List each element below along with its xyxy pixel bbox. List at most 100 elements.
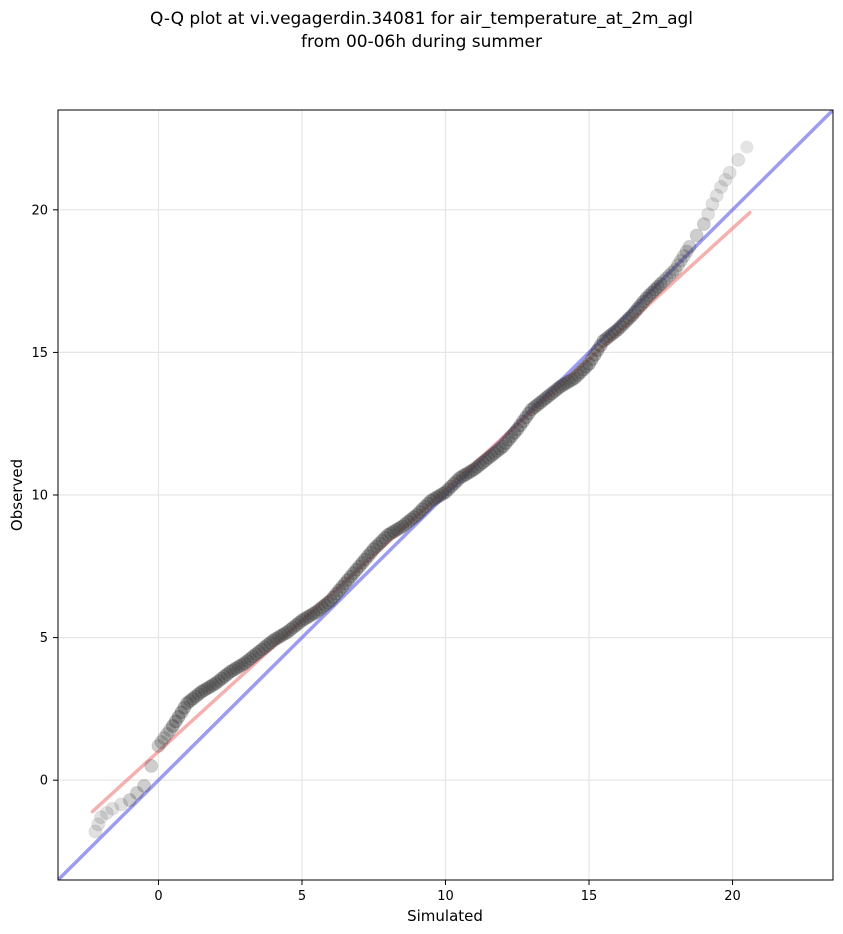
data-point [576, 362, 591, 377]
data-point [194, 684, 209, 699]
data-point [343, 569, 358, 584]
data-point [214, 671, 229, 686]
data-point [211, 673, 226, 688]
data-point [429, 490, 444, 505]
data-point [633, 298, 648, 313]
data-point [475, 455, 490, 470]
data-point [533, 395, 548, 410]
data-point [659, 271, 674, 286]
x-tick-label: 0 [154, 889, 162, 904]
data-point [495, 439, 510, 454]
data-point [263, 635, 278, 650]
data-point [372, 536, 387, 551]
y-tick-label: 0 [40, 774, 48, 789]
data-point [630, 301, 645, 316]
data-point [249, 647, 264, 662]
data-point [467, 462, 482, 477]
data-point [604, 327, 619, 342]
data-point [392, 521, 407, 536]
data-point [294, 613, 309, 628]
data-point [300, 610, 315, 625]
data-point [602, 329, 617, 344]
y-tick-label: 20 [31, 203, 48, 218]
data-point [412, 505, 427, 520]
data-point [383, 526, 398, 541]
data-point [226, 663, 241, 678]
data-point [650, 279, 665, 294]
data-point [671, 258, 685, 273]
data-point [521, 406, 536, 421]
data-point [272, 630, 287, 645]
data-point [401, 514, 416, 529]
data-point [527, 400, 542, 415]
y-tick-label: 15 [31, 346, 48, 361]
data-point [323, 593, 338, 608]
data-point [162, 722, 177, 737]
reference-line [58, 110, 833, 880]
data-point [510, 422, 525, 437]
data-point [254, 642, 269, 657]
data-point [105, 801, 120, 816]
data-point [501, 432, 516, 447]
data-point [208, 676, 223, 691]
data-point [303, 608, 318, 623]
data-point [363, 545, 378, 560]
data-point [582, 356, 597, 371]
data-point [340, 572, 355, 587]
data-point [579, 359, 594, 374]
data-point [449, 473, 464, 488]
x-tick-label: 5 [298, 889, 306, 904]
data-point [404, 512, 419, 527]
data-point [88, 824, 103, 839]
data-point [513, 418, 528, 433]
data-point [530, 397, 545, 412]
data-point [547, 384, 562, 399]
y-axis-label: Observed [8, 459, 26, 531]
data-point [129, 786, 144, 801]
data-point [320, 595, 335, 610]
data-point [386, 524, 401, 539]
data-point [174, 705, 189, 720]
data-point [524, 402, 539, 417]
data-point [673, 253, 688, 268]
data-point [246, 649, 261, 664]
data-point [206, 677, 220, 692]
data-point [171, 709, 186, 724]
data-point [498, 436, 513, 451]
data-point [587, 347, 602, 362]
data-point [718, 172, 733, 187]
data-point [478, 453, 493, 468]
data-point [461, 465, 476, 480]
data-point [154, 734, 169, 749]
data-point [616, 316, 631, 331]
data-point [335, 579, 350, 594]
data-point [395, 519, 410, 534]
data-point [188, 689, 203, 704]
data-point [642, 288, 657, 303]
data-point [596, 334, 611, 348]
data-point [309, 604, 324, 619]
data-point [223, 664, 238, 679]
data-point [183, 693, 198, 708]
data-point [94, 810, 109, 825]
data-point [567, 371, 582, 386]
data-point [144, 758, 159, 773]
x-tick-label: 15 [581, 889, 598, 904]
x-tick-label: 20 [724, 889, 741, 904]
data-point [346, 566, 361, 581]
data-point [415, 502, 430, 517]
data-point [536, 393, 551, 408]
data-point [504, 429, 519, 444]
data-point [481, 450, 496, 465]
data-point [197, 683, 212, 698]
data-point [151, 738, 166, 753]
lines [58, 110, 833, 880]
data-point [389, 522, 404, 537]
data-point [220, 667, 235, 682]
data-point [114, 797, 129, 812]
data-point [709, 188, 724, 203]
data-point [286, 620, 301, 635]
data-point [432, 488, 447, 503]
data-point [438, 485, 453, 500]
data-point [648, 282, 663, 297]
